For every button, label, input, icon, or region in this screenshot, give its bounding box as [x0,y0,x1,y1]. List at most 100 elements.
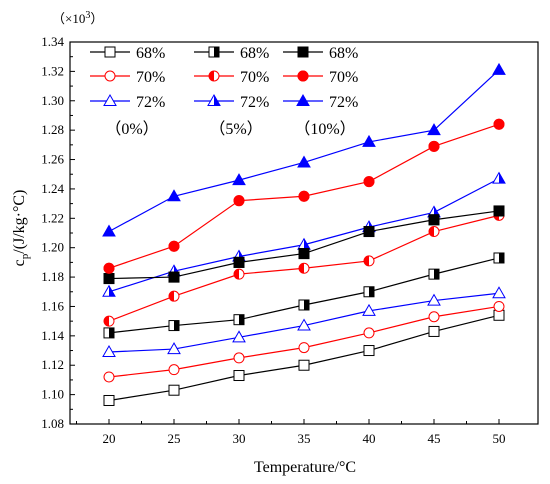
y-axis-title-base: c [11,259,28,266]
legend-marker [104,70,116,82]
legend-item: 68% [90,45,165,62]
legend-group-label: （5%） [209,120,262,138]
legend-item: 72% [90,93,165,111]
x-tick-label: 30 [233,431,246,446]
data-point [363,226,375,238]
legend-item: 72% [283,93,358,111]
data-point [428,311,440,323]
legend-group-label: （10%） [294,120,355,138]
legend-item: 72% [194,93,269,111]
x-tick-label: 40 [363,431,376,446]
data-point [103,262,115,274]
legend-item: 68% [283,45,358,62]
data-point [492,171,506,184]
data-point [232,330,246,343]
legend-marker [297,46,309,58]
legend-label: 70% [240,69,269,86]
data-point [233,195,245,207]
data-point [103,371,115,383]
y-axis-title: cp/(J/kg·°C) [11,190,31,267]
multiplier-exponent: 3 [85,10,90,21]
y-tick-label: 1.18 [41,269,64,284]
data-point [167,189,181,202]
data-point [492,62,506,75]
series-10%-70% [103,118,505,274]
data-point [298,299,310,311]
legend-item: 70% [194,69,269,86]
y-tick-label: 1.22 [41,210,64,225]
data-point [233,314,245,326]
data-point [168,290,180,302]
y-tick-label: 1.34 [41,34,64,49]
x-tick-label: 45 [428,431,441,446]
legend-marker [103,93,117,106]
data-point [362,134,376,147]
data-point [363,255,375,267]
legend-label: 68% [136,45,165,62]
data-point [233,268,245,280]
legend-label: 72% [240,94,269,111]
y-tick-label: 1.24 [41,181,64,196]
legend-marker [296,93,310,106]
data-point [492,286,506,299]
data-point [428,268,440,280]
legend-label: 70% [329,69,358,86]
data-point [427,293,441,306]
legend-marker [208,46,220,58]
data-point [493,118,505,130]
data-point [298,190,310,202]
legend-group-label: （0%） [105,120,158,138]
legend-marker [208,70,220,82]
legend-marker [207,93,221,106]
series-10%-68% [103,205,505,285]
data-point [168,271,180,283]
multiplier-base: （×10 [52,11,85,26]
data-point [363,327,375,339]
data-point [168,384,180,396]
y-tick-label: 1.28 [41,122,64,137]
legend-item: 70% [283,69,358,86]
legend-label: 68% [329,45,358,62]
data-point [168,320,180,332]
legend: 68% 70% 72% 68% 70% 72% 68% 70% 72% （0%） （5%） （10%） [90,45,358,138]
multiplier-close: ） [90,11,103,26]
x-tick-label: 20 [103,431,116,446]
data-point [167,342,181,355]
x-tick-label: 35 [298,431,311,446]
series-line [108,69,500,233]
x-tick-label: 25 [168,431,181,446]
data-point [102,224,116,237]
data-point [298,359,310,371]
series-10%-72% [102,62,506,237]
y-axis-title-rest: /(J/kg·°C) [11,190,28,254]
data-point [297,155,311,168]
data-point [233,256,245,268]
data-point [297,318,311,331]
data-point [103,394,115,406]
y-tick-label: 1.12 [41,357,64,372]
data-point [102,344,116,358]
series-0%-68% [103,309,505,406]
legend-label: 72% [136,94,165,111]
legend-marker [104,46,116,58]
data-point [233,352,245,364]
data-point [428,214,440,226]
data-point [102,284,116,297]
data-point [168,364,180,376]
data-point [298,262,310,274]
legend-label: 68% [240,45,269,62]
data-point [103,273,115,285]
legend-item: 70% [90,69,165,86]
data-point [427,123,441,136]
legend-label: 70% [136,69,165,86]
data-point [298,248,310,260]
y-tick-label: 1.14 [41,328,64,343]
series-5%-68% [103,252,505,339]
series-0%-72% [102,286,506,358]
y-tick-label: 1.16 [41,298,64,313]
data-point [493,300,505,312]
data-point [232,173,246,186]
y-tick-label: 1.08 [41,416,64,431]
y-tick-label: 1.26 [41,152,64,167]
